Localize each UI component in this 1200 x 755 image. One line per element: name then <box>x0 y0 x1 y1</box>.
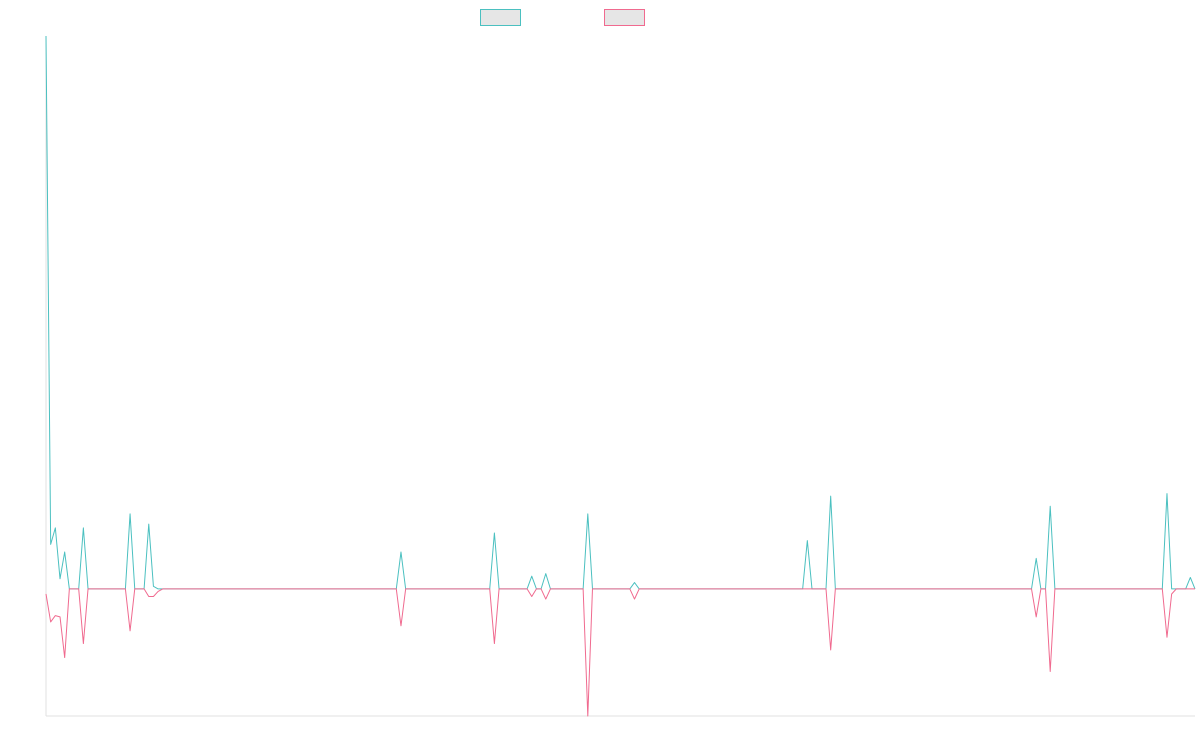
legend-swatch-2[interactable] <box>604 9 645 26</box>
axes <box>45 36 1195 717</box>
series-line-1 <box>45 35 1196 590</box>
legend-swatch-1[interactable] <box>480 9 521 26</box>
legend-item-1[interactable] <box>480 9 521 26</box>
series-line-2 <box>45 588 1195 717</box>
series-layer <box>45 35 1196 717</box>
legend[interactable] <box>480 9 645 26</box>
legend-item-2[interactable] <box>604 9 645 26</box>
